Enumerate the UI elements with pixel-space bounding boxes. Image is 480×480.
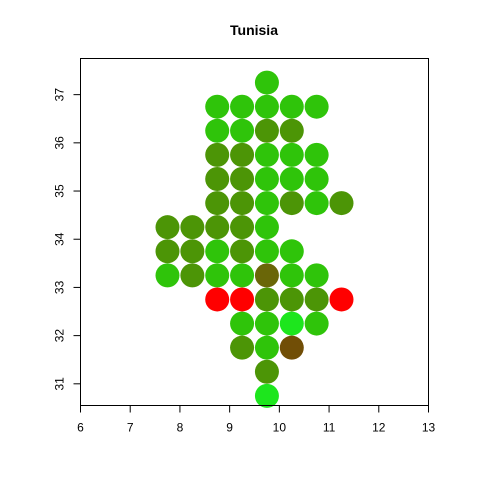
data-point [255,143,279,167]
x-axis: 6 7 8 9 10 11 12 13 [77,406,435,435]
data-point [205,191,229,215]
data-point [230,312,254,336]
data-point [255,312,279,336]
y-tick-label: 35 [53,184,67,198]
data-point [280,312,304,336]
data-point [305,312,329,336]
data-point [156,215,180,239]
data-point [230,336,254,360]
data-point [205,167,229,191]
x-tick-label: 6 [77,421,84,435]
data-point [205,143,229,167]
data-point [280,191,304,215]
data-point [205,95,229,119]
points-layer [156,71,354,408]
plot-frame [81,59,429,406]
x-tick-label: 11 [323,421,336,435]
y-tick-label: 31 [53,377,67,391]
data-point [280,336,304,360]
x-tick-label: 8 [177,421,184,435]
data-point [280,95,304,119]
data-point [305,143,329,167]
data-point [205,287,229,311]
data-point [255,384,279,408]
data-point [230,239,254,263]
data-point [305,263,329,287]
data-point [255,239,279,263]
data-point [156,263,180,287]
data-point [330,191,354,215]
data-point [305,191,329,215]
y-tick-label: 33 [53,280,67,294]
data-point [205,215,229,239]
x-tick-label: 7 [127,421,134,435]
data-point [230,287,254,311]
data-point [255,263,279,287]
data-point [305,287,329,311]
data-point [280,239,304,263]
data-point [280,143,304,167]
data-point [230,119,254,143]
data-point [205,239,229,263]
data-point [255,119,279,143]
data-point [230,143,254,167]
data-point [180,239,204,263]
data-point [330,287,354,311]
data-point [230,95,254,119]
data-point [205,119,229,143]
y-tick-label: 37 [53,88,67,102]
data-point [230,215,254,239]
data-point [255,360,279,384]
data-point [205,263,229,287]
data-point [305,95,329,119]
data-point [180,215,204,239]
data-point [305,167,329,191]
data-point [230,167,254,191]
data-point [280,287,304,311]
data-point [255,287,279,311]
y-tick-label: 32 [53,329,67,343]
data-point [255,215,279,239]
x-tick-label: 12 [372,421,386,435]
chart-title: Tunisia [230,22,278,38]
x-tick-label: 13 [422,421,436,435]
data-point [255,95,279,119]
data-point [280,119,304,143]
data-point [180,263,204,287]
data-point [230,263,254,287]
x-tick-label: 10 [273,421,287,435]
y-axis: 31 32 33 34 35 36 37 [53,88,81,391]
data-point [255,71,279,95]
data-point [280,263,304,287]
y-tick-label: 36 [53,136,67,150]
data-point [156,239,180,263]
data-point [255,336,279,360]
data-point [255,167,279,191]
data-point [230,191,254,215]
data-point [255,191,279,215]
x-tick-label: 9 [226,421,233,435]
data-point [280,167,304,191]
y-tick-label: 34 [53,232,67,246]
